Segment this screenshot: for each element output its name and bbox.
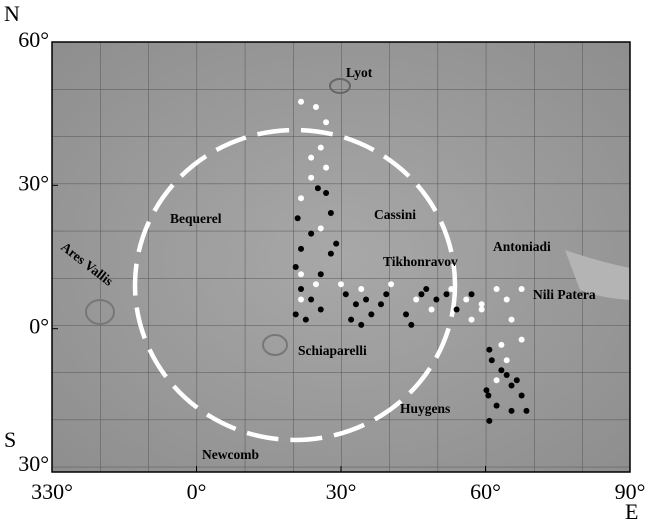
site-point bbox=[328, 251, 334, 257]
site-point bbox=[469, 317, 475, 323]
site-point bbox=[454, 307, 460, 313]
site-point bbox=[358, 322, 364, 328]
x-tick-label: 60° bbox=[470, 479, 501, 504]
north-label: N bbox=[4, 1, 20, 26]
feature-label: Nili Patera bbox=[533, 287, 596, 302]
site-point bbox=[348, 317, 354, 323]
x-tick-label: 330° bbox=[31, 479, 73, 504]
site-point bbox=[298, 297, 304, 303]
site-point bbox=[308, 155, 314, 161]
x-tick-label: 30° bbox=[326, 479, 357, 504]
feature-label: Newcomb bbox=[202, 447, 259, 462]
site-point bbox=[318, 225, 324, 231]
feature-label: Cassini bbox=[374, 207, 416, 222]
site-point bbox=[479, 301, 485, 307]
site-point bbox=[509, 317, 515, 323]
site-point bbox=[308, 231, 314, 237]
site-point bbox=[315, 185, 321, 191]
site-point bbox=[333, 241, 339, 247]
site-point bbox=[469, 291, 475, 297]
x-tick-label: 0° bbox=[187, 479, 207, 504]
site-point bbox=[298, 271, 304, 277]
y-tick-label: 30° bbox=[18, 170, 49, 195]
site-point bbox=[358, 286, 364, 292]
site-point bbox=[523, 408, 529, 414]
site-point bbox=[509, 408, 515, 414]
site-point bbox=[494, 377, 500, 383]
site-point bbox=[368, 311, 374, 317]
site-point bbox=[514, 377, 520, 383]
site-point bbox=[308, 297, 314, 303]
site-point bbox=[494, 403, 500, 409]
site-point bbox=[313, 104, 319, 110]
map-figure: Lyot Bequerel Cassini Antoniadi Tikhonra… bbox=[0, 0, 651, 526]
x-tick-label: 90° bbox=[615, 479, 646, 504]
site-point bbox=[519, 393, 525, 399]
site-point bbox=[303, 317, 309, 323]
y-tick-label: 60° bbox=[18, 27, 49, 52]
site-point bbox=[318, 271, 324, 277]
site-point bbox=[323, 165, 329, 171]
y-tick-label: 0° bbox=[29, 314, 49, 339]
site-point bbox=[408, 322, 414, 328]
site-point bbox=[295, 215, 301, 221]
site-point bbox=[313, 281, 319, 287]
site-point bbox=[413, 297, 419, 303]
site-point bbox=[463, 297, 469, 303]
site-point bbox=[448, 286, 454, 292]
feature-label: Tikhonravov bbox=[383, 254, 458, 269]
site-point bbox=[353, 301, 359, 307]
site-point bbox=[293, 264, 299, 270]
feature-label: Bequerel bbox=[170, 211, 222, 226]
site-point bbox=[429, 307, 435, 313]
site-point bbox=[383, 291, 389, 297]
feature-label: Huygens bbox=[400, 401, 450, 416]
site-point bbox=[298, 246, 304, 252]
site-point bbox=[388, 281, 394, 287]
site-point bbox=[298, 99, 304, 105]
site-point bbox=[378, 301, 384, 307]
site-point bbox=[479, 307, 485, 313]
y-tick-label: 30° bbox=[18, 451, 49, 476]
site-point bbox=[343, 291, 349, 297]
feature-label: Schiaparelli bbox=[298, 343, 367, 358]
site-point bbox=[423, 286, 429, 292]
site-point bbox=[318, 307, 324, 313]
site-point bbox=[433, 297, 439, 303]
site-point bbox=[504, 372, 510, 378]
feature-label: Antoniadi bbox=[493, 239, 551, 254]
site-point bbox=[363, 297, 369, 303]
site-point bbox=[498, 342, 504, 348]
site-point bbox=[298, 286, 304, 292]
site-point bbox=[519, 286, 525, 292]
site-point bbox=[504, 297, 510, 303]
site-point bbox=[519, 337, 525, 343]
site-point bbox=[298, 195, 304, 201]
site-point bbox=[485, 393, 491, 399]
site-point bbox=[323, 190, 329, 196]
south-label: S bbox=[4, 427, 16, 452]
site-point bbox=[489, 357, 495, 363]
map-area bbox=[52, 42, 630, 472]
site-point bbox=[323, 119, 329, 125]
site-point bbox=[318, 145, 324, 151]
site-point bbox=[403, 311, 409, 317]
site-point bbox=[328, 210, 334, 216]
site-point bbox=[486, 418, 492, 424]
site-point bbox=[418, 291, 424, 297]
site-point bbox=[486, 347, 492, 353]
site-point bbox=[494, 286, 500, 292]
site-point bbox=[338, 281, 344, 287]
site-point bbox=[483, 387, 489, 393]
site-point bbox=[293, 311, 299, 317]
site-point bbox=[498, 367, 504, 373]
site-point bbox=[443, 291, 449, 297]
grid bbox=[52, 42, 630, 472]
site-point bbox=[308, 175, 314, 181]
site-point bbox=[509, 383, 515, 389]
site-point bbox=[504, 357, 510, 363]
feature-label: Lyot bbox=[346, 65, 373, 80]
